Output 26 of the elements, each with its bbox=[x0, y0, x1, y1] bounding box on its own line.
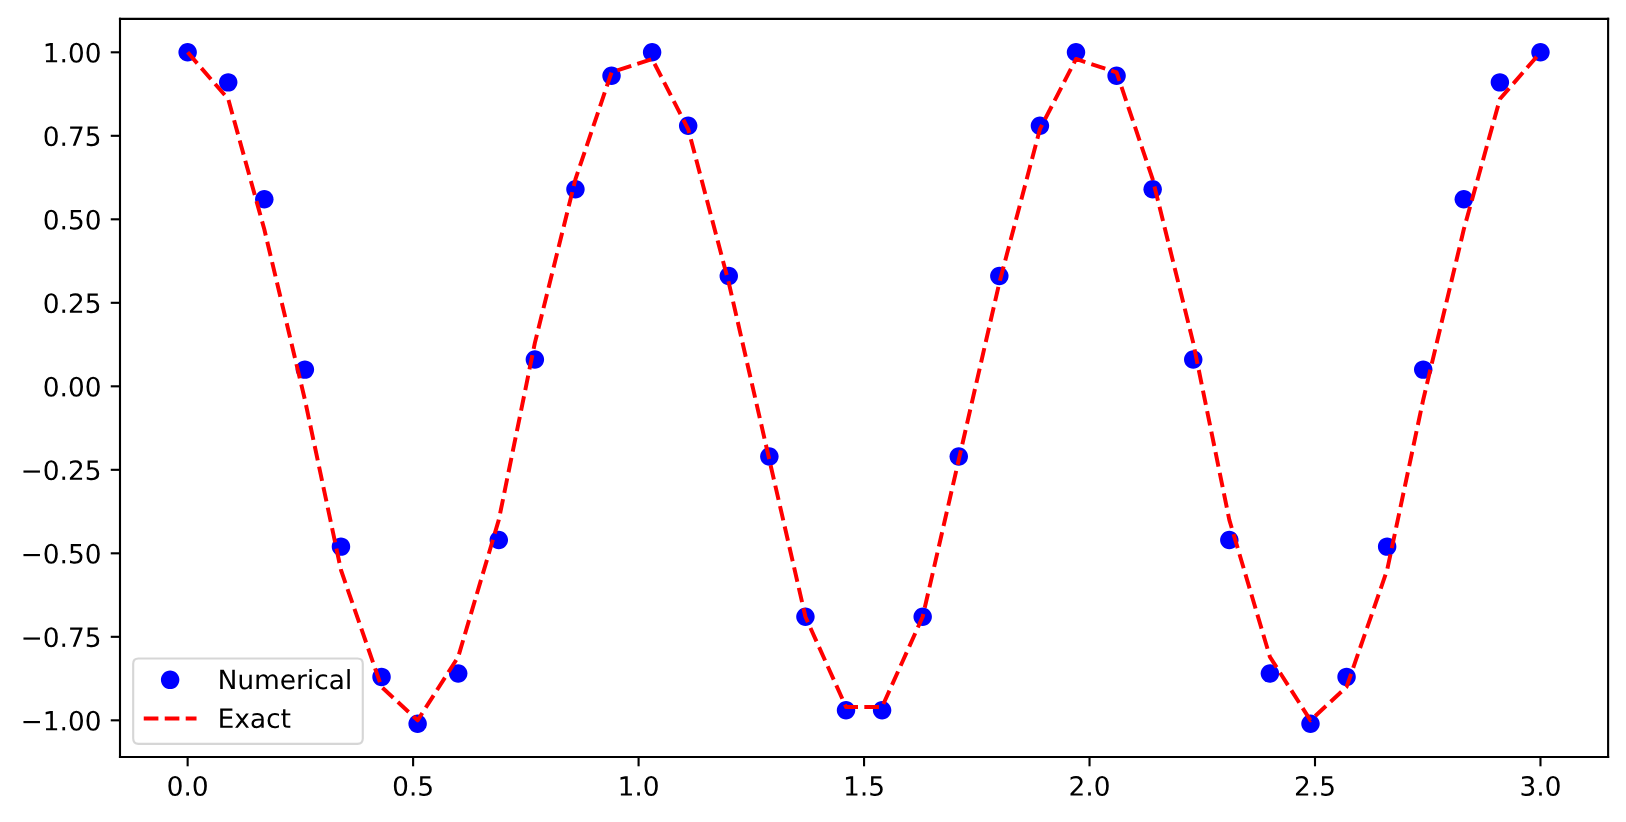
x-tick-label: 0.0 bbox=[168, 776, 207, 796]
point bbox=[642, 43, 662, 62]
x-tick-label: 0.5 bbox=[393, 776, 432, 796]
y-tick-label: −1.00 bbox=[23, 710, 100, 731]
point bbox=[1490, 73, 1510, 92]
x-tick-label: 2.5 bbox=[1295, 776, 1334, 796]
y-tick-label: 0.25 bbox=[44, 293, 100, 314]
y-tick-label: −0.25 bbox=[23, 460, 100, 481]
point bbox=[1260, 664, 1280, 683]
point bbox=[218, 73, 238, 92]
y-tick-label: 0.75 bbox=[44, 126, 100, 147]
legend-label: Exact bbox=[220, 708, 291, 729]
y-tick-label: 1.00 bbox=[45, 42, 100, 63]
x-tick-label: 2.0 bbox=[1070, 776, 1109, 796]
legend-label: Numerical bbox=[220, 669, 350, 690]
point bbox=[448, 664, 468, 683]
point bbox=[255, 190, 274, 209]
y-tick-label: −0.75 bbox=[23, 627, 100, 648]
point bbox=[1454, 190, 1474, 209]
x-tick-label: 3.0 bbox=[1521, 776, 1560, 796]
x-tick-label: 1.5 bbox=[845, 776, 883, 796]
x-tick-label: 1.0 bbox=[620, 776, 658, 796]
y-tick-label: −0.50 bbox=[23, 543, 100, 564]
y-tick-label: 0.00 bbox=[44, 376, 100, 397]
y-tick-label: 0.50 bbox=[44, 209, 100, 230]
point bbox=[1531, 43, 1550, 62]
